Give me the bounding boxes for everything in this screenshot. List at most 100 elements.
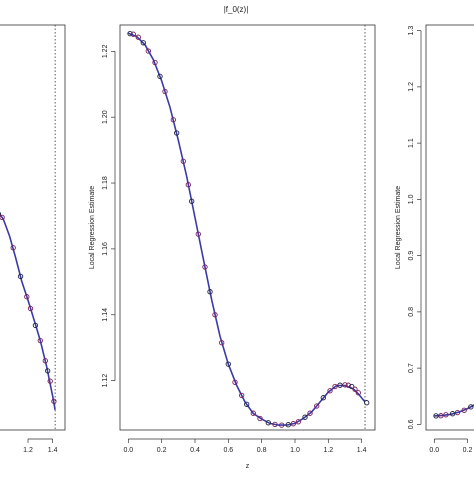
center-data-point — [342, 382, 348, 388]
center-data-point — [244, 401, 250, 407]
left-data-point — [51, 398, 57, 404]
center-data-point — [157, 73, 163, 80]
center-y-tick-label: 1.14 — [102, 308, 109, 322]
center-x-tick-label: 1.4 — [357, 447, 367, 454]
center-data-point — [257, 415, 263, 422]
right-data-layer — [433, 404, 474, 419]
center-data-point — [140, 40, 146, 46]
left-data-point — [0, 211, 2, 217]
center-y-tick-label: 1.18 — [102, 176, 109, 190]
center-y-tick-label: 1.22 — [102, 44, 109, 58]
center-data-point — [232, 379, 238, 385]
center-data-point — [135, 34, 141, 40]
center-data-point — [285, 422, 291, 428]
center-data-point — [202, 264, 208, 270]
center-data-point — [130, 31, 136, 37]
left-data-point — [42, 358, 48, 364]
left-data-point — [45, 368, 51, 374]
center-data-point — [212, 312, 218, 318]
center-data-point — [195, 231, 201, 237]
center-x-tick-label: 0.4 — [190, 447, 200, 454]
right-y-tick-label: 0.9 — [408, 251, 415, 261]
center-y-axis-title: Local Regression Estimate — [89, 186, 96, 269]
panel-right: 0.0 0.2 0.6 0.7 0.8 0.9 1.0 1.1 1.2 1.3 Local Regr… — [395, 24, 474, 454]
center-data-point — [189, 198, 195, 204]
right-y-tick-label: 0.7 — [408, 363, 415, 373]
right-data-point — [454, 409, 461, 416]
center-x-tick-label: 0.8 — [257, 447, 267, 454]
panel-center: 0.0 0.2 0.4 0.6 0.8 1.0 1.2 1.4 1.12 1.14 1.16 1.18… — [89, 24, 376, 470]
center-x-tick-label: 0.2 — [157, 447, 167, 454]
center-x-tick-label: 1.2 — [323, 447, 333, 454]
chart-title: |f_0(z)| — [224, 5, 249, 14]
center-data-point — [279, 422, 285, 428]
right-y-tick-label: 1.0 — [408, 194, 415, 204]
right-data-point — [438, 413, 444, 419]
center-data-point — [337, 382, 343, 388]
center-data-point — [327, 388, 333, 394]
left-data-point — [27, 305, 34, 312]
center-data-point — [349, 383, 355, 390]
center-data-point — [302, 414, 308, 420]
center-x-tick-label: 0.6 — [223, 447, 233, 454]
right-data-point — [461, 407, 467, 413]
center-data-point — [364, 400, 370, 406]
center-y-tick-label: 1.16 — [102, 242, 109, 256]
right-y-axis-title: Local Regression Estimate — [395, 186, 402, 269]
right-data-point — [468, 404, 474, 410]
left-data-point — [32, 322, 39, 329]
left-data-point — [47, 378, 53, 384]
center-data-point — [145, 48, 151, 54]
left-data-layer — [0, 25, 57, 430]
right-data-point — [443, 412, 449, 418]
right-data-point — [449, 411, 456, 417]
center-data-point — [332, 383, 338, 390]
center-data-point — [219, 340, 225, 346]
center-data-point — [272, 421, 278, 428]
left-data-point — [0, 214, 5, 221]
center-data-point — [225, 361, 231, 367]
center-data-point — [174, 130, 180, 136]
center-data-point — [265, 420, 271, 426]
left-data-point — [17, 273, 24, 280]
center-data-point — [239, 392, 245, 399]
center-data-point — [307, 410, 313, 416]
right-data-point — [433, 413, 439, 419]
center-data-point — [345, 382, 351, 388]
left-data-point — [10, 245, 16, 251]
right-y-tick-label: 0.6 — [408, 419, 415, 429]
center-data-point — [314, 403, 320, 409]
left-data-point — [37, 337, 43, 344]
left-x-tick-label: 1.2 — [23, 447, 33, 454]
center-data-point — [185, 182, 191, 188]
right-y-tick-label: 0.8 — [408, 307, 415, 317]
right-x-tick-label: 0.2 — [463, 447, 473, 454]
left-x-tick-label: 1.4 — [48, 447, 58, 454]
right-x-tick-label: 0.0 — [429, 447, 439, 454]
center-data-point — [320, 395, 326, 401]
center-data-point — [295, 419, 301, 425]
center-data-point — [207, 289, 213, 295]
center-x-tick-label: 0.0 — [123, 447, 133, 454]
center-y-tick-label: 1.12 — [102, 374, 109, 388]
center-data-layer — [127, 25, 370, 430]
left-series-line — [0, 213, 56, 410]
right-y-tick-label: 1.1 — [408, 138, 415, 148]
right-y-tick-label: 1.2 — [408, 82, 415, 92]
center-x-tick-label: 1.0 — [290, 447, 300, 454]
center-y-tick-label: 1.20 — [102, 110, 109, 124]
left-plot-frame — [0, 24, 66, 431]
center-data-point — [170, 117, 176, 123]
center-data-point — [180, 158, 186, 164]
center-data-point — [127, 30, 133, 37]
center-data-point — [290, 421, 296, 427]
center-x-axis-title: z — [246, 463, 250, 470]
left-data-point — [24, 294, 30, 300]
center-series-line — [128, 32, 366, 426]
right-y-tick-label: 1.3 — [408, 26, 415, 36]
right-plot-frame — [425, 24, 474, 431]
center-data-point — [352, 386, 358, 392]
center-data-point — [162, 88, 168, 95]
